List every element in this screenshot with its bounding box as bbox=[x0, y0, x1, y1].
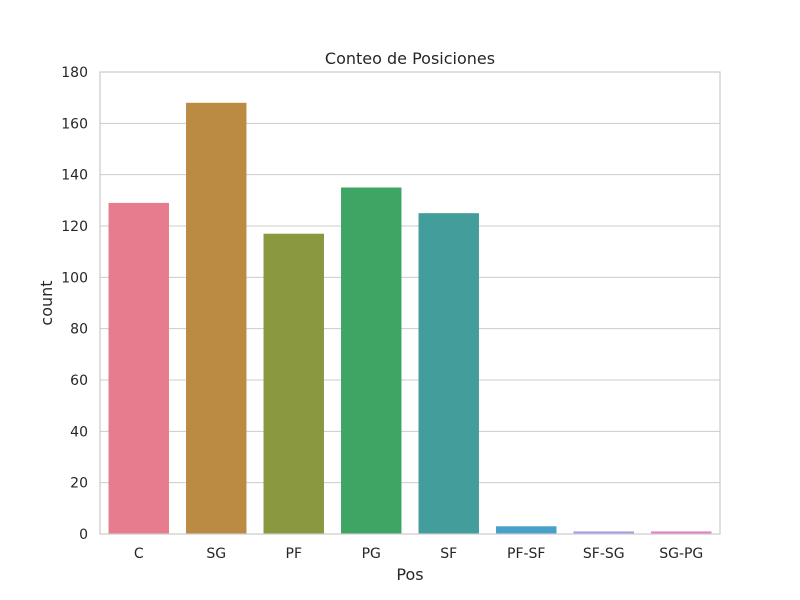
x-tick-label: C bbox=[134, 546, 144, 562]
bar-c bbox=[108, 202, 169, 534]
y-tick-label: 100 bbox=[61, 270, 88, 286]
bar-sg-pg bbox=[651, 531, 712, 534]
y-axis-label: count bbox=[37, 280, 56, 325]
y-tick-label: 20 bbox=[70, 476, 88, 492]
x-tick-label: SF bbox=[440, 546, 457, 562]
y-tick-label: 40 bbox=[70, 424, 88, 440]
x-tick-label: SF-SG bbox=[583, 546, 625, 562]
y-tick-label: 160 bbox=[61, 116, 88, 132]
bar-sf-sg bbox=[573, 531, 634, 534]
y-tick-label: 0 bbox=[79, 527, 88, 543]
bar-pg bbox=[341, 187, 402, 534]
x-tick-labels: C SG PF PG SF PF-SF SF-SG SG-PG bbox=[134, 546, 703, 562]
x-tick-label: SG-PG bbox=[659, 546, 703, 562]
x-tick-label: SG bbox=[206, 546, 226, 562]
bar-pf bbox=[263, 233, 324, 534]
y-tick-label: 120 bbox=[61, 219, 88, 235]
bar-sg bbox=[186, 102, 247, 535]
y-tick-labels: 0 20 40 60 80 100 120 140 160 180 bbox=[61, 65, 88, 543]
bars bbox=[108, 102, 712, 535]
y-tick-label: 60 bbox=[70, 373, 88, 389]
y-tick-label: 80 bbox=[70, 322, 88, 338]
chart-title: Conteo de Posiciones bbox=[325, 49, 495, 68]
plot-frame bbox=[99, 71, 721, 535]
y-tick-label: 180 bbox=[61, 65, 88, 81]
x-tick-label: PG bbox=[362, 546, 381, 562]
x-tick-label: PF-SF bbox=[507, 546, 546, 562]
bar-pf-sf bbox=[496, 526, 557, 534]
y-tick-label: 140 bbox=[61, 168, 88, 184]
bar-sf bbox=[418, 213, 479, 534]
x-axis-label: Pos bbox=[396, 565, 423, 584]
x-tick-label: PF bbox=[286, 546, 303, 562]
